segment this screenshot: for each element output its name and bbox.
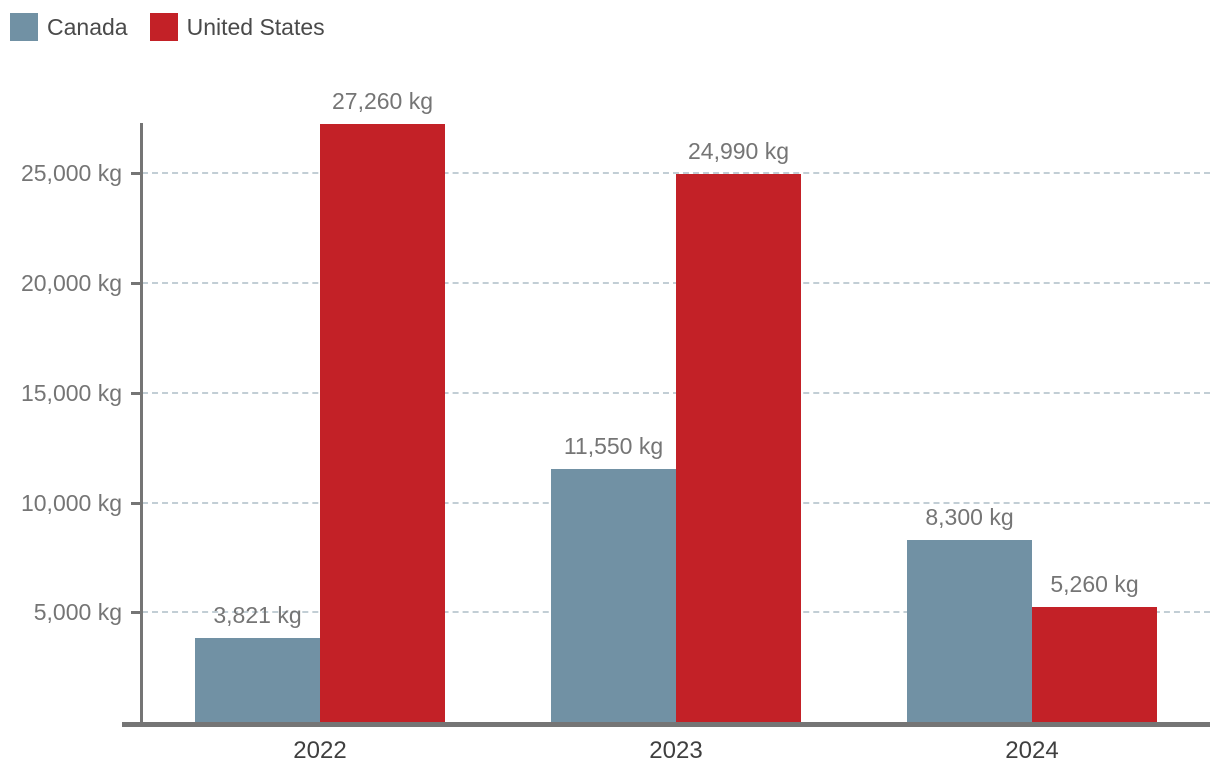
y-tick-10000 — [131, 501, 141, 505]
legend-swatch-united-states — [149, 13, 178, 41]
bar-canada-2024[interactable] — [907, 539, 1032, 722]
y-tick-label-25000: 25,000 kg — [20, 160, 122, 187]
y-tick-label-20000: 20,000 kg — [20, 270, 122, 297]
bar-united-states-2022[interactable] — [320, 123, 445, 722]
y-tick-25000 — [131, 172, 141, 176]
y-tick-15000 — [131, 391, 141, 395]
bar-united-states-2023[interactable] — [676, 173, 801, 722]
y-tick-label-5000: 5,000 kg — [33, 599, 122, 626]
legend: Canada United States — [10, 13, 325, 41]
x-category-label-2022: 2022 — [293, 737, 347, 764]
bar-united-states-2024[interactable] — [1032, 606, 1157, 722]
bar-canada-2022[interactable] — [195, 638, 320, 722]
y-tick-20000 — [131, 282, 141, 286]
x-category-label-2024: 2024 — [1005, 737, 1059, 764]
legend-label: Canada — [47, 13, 128, 40]
legend-item-canada[interactable]: Canada — [10, 13, 128, 41]
bar-value-label-canada-2024: 8,300 kg — [925, 503, 1014, 530]
bar-value-label-canada-2023: 11,550 kg — [563, 432, 664, 459]
x-axis-line — [122, 722, 1210, 727]
x-category-label-2023: 2023 — [649, 737, 703, 764]
bar-canada-2023[interactable] — [551, 468, 676, 722]
gridline-25000 — [142, 172, 1210, 175]
y-tick-label-10000: 10,000 kg — [20, 489, 122, 516]
legend-label: United States — [186, 13, 325, 40]
bar-value-label-united-states-2023: 24,990 kg — [687, 137, 790, 164]
bar-value-label-united-states-2024: 5,260 kg — [1050, 570, 1139, 597]
y-tick-label-15000: 15,000 kg — [20, 379, 122, 406]
legend-item-united-states[interactable]: United States — [149, 13, 325, 41]
y-tick-5000 — [131, 611, 141, 615]
bar-value-label-united-states-2022: 27,260 kg — [331, 87, 434, 114]
legend-swatch-canada — [10, 13, 38, 41]
y-axis-line — [140, 123, 143, 722]
bar-value-label-canada-2022: 3,821 kg — [213, 602, 302, 629]
